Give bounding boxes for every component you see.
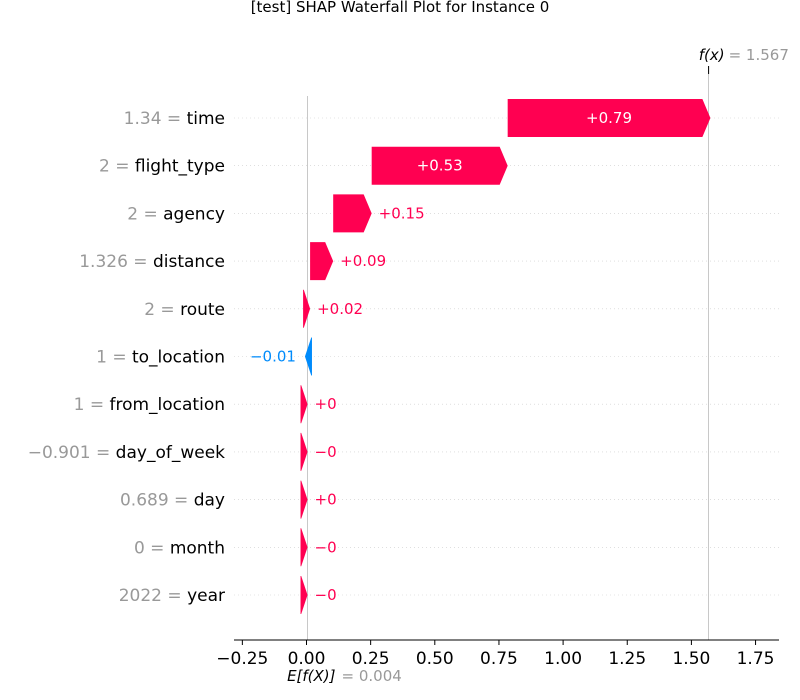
feature-value: 2 = bbox=[99, 157, 135, 177]
base-annotation: E[f(X)] = 0.004 bbox=[287, 667, 402, 685]
feature-value: 1 = bbox=[96, 348, 132, 368]
x-tick-label: 1.25 bbox=[608, 649, 646, 669]
base-label: E[f(X)] bbox=[287, 667, 336, 685]
feature-name: flight_type bbox=[135, 157, 225, 177]
feature-value: 1 = bbox=[74, 395, 110, 415]
fx-value: = 1.567 bbox=[729, 46, 789, 64]
feature-label: 2 = flight_type bbox=[99, 157, 225, 177]
waterfall-bar bbox=[310, 242, 334, 281]
x-tick-label: 1.75 bbox=[737, 649, 775, 669]
feature-value: 0 = bbox=[134, 538, 170, 558]
x-axis: −0.25 0.00 0.25 0.50 0.75 1.00 1.25 1.50 1.75 bbox=[216, 639, 779, 669]
chart-title: [test] SHAP Waterfall Plot for Instance … bbox=[251, 0, 550, 16]
feature-name: day_of_week bbox=[116, 443, 225, 463]
x-tick-label: 0.00 bbox=[288, 649, 326, 669]
feature-label: 2 = route bbox=[144, 300, 225, 320]
feature-label: 2 = agency bbox=[127, 204, 225, 224]
bar-value-label: −0 bbox=[315, 443, 337, 461]
feature-label: 0.689 = day bbox=[120, 491, 225, 511]
bars: +0.79 +0.53 +0.15 +0.09 +0.02 −0.01 +0 −0 +0 −0 −0 bbox=[250, 99, 711, 614]
feature-name: route bbox=[180, 300, 225, 320]
output-annotation: f(x) = 1.567 bbox=[699, 46, 789, 74]
feature-label: 2022 = year bbox=[119, 586, 225, 606]
feature-name: distance bbox=[153, 252, 225, 272]
feature-label: 1 = to_location bbox=[96, 348, 225, 368]
feature-value: 2 = bbox=[144, 300, 180, 320]
feature-name: agency bbox=[163, 204, 225, 224]
waterfall-bar bbox=[507, 99, 711, 137]
x-tick-label: 0.50 bbox=[416, 649, 454, 669]
feature-label: 0 = month bbox=[134, 538, 225, 558]
feature-value: −0.901 = bbox=[28, 443, 116, 463]
bar-value-label: +0.02 bbox=[317, 300, 363, 318]
bar-value-label: −0 bbox=[315, 586, 337, 604]
bar-value-label: +0.15 bbox=[379, 204, 425, 222]
feature-name: from_location bbox=[109, 395, 225, 415]
waterfall-bar bbox=[300, 480, 308, 519]
feature-name: to_location bbox=[132, 348, 225, 368]
feature-value: 1.326 = bbox=[79, 252, 153, 272]
feature-name: month bbox=[170, 538, 225, 558]
bar-value-label: +0 bbox=[315, 491, 337, 509]
feature-value: 2022 = bbox=[119, 586, 187, 606]
waterfall-bar bbox=[300, 528, 308, 567]
feature-label: −0.901 = day_of_week bbox=[28, 443, 225, 463]
waterfall-bar bbox=[300, 576, 308, 614]
feature-name: year bbox=[187, 586, 225, 606]
bar-value-label: −0.01 bbox=[250, 348, 296, 366]
feature-name: day bbox=[194, 491, 225, 511]
bar-value-label: +0.79 bbox=[586, 109, 632, 127]
feature-value: 1.34 = bbox=[124, 109, 187, 129]
fx-label: f(x) bbox=[699, 46, 725, 64]
bar-value-label: +0.53 bbox=[417, 157, 463, 175]
waterfall-bar bbox=[304, 337, 312, 376]
feature-label: 1 = from_location bbox=[74, 395, 225, 415]
waterfall-bar bbox=[371, 146, 508, 185]
bar-value-label: +0.09 bbox=[340, 252, 386, 270]
base-value: = 0.004 bbox=[342, 667, 402, 685]
x-tick-label: 1.00 bbox=[544, 649, 582, 669]
x-tick-label: 0.25 bbox=[352, 649, 390, 669]
waterfall-bar bbox=[300, 432, 308, 471]
x-tick-label: 0.75 bbox=[480, 649, 518, 669]
bar-value-label: +0 bbox=[315, 395, 337, 413]
feature-label: 1.34 = time bbox=[124, 109, 225, 129]
x-tick-label: −0.25 bbox=[216, 649, 268, 669]
waterfall-bar bbox=[333, 194, 372, 233]
feature-value: 0.689 = bbox=[120, 491, 194, 511]
bar-value-label: −0 bbox=[315, 538, 337, 556]
feature-value: 2 = bbox=[127, 204, 163, 224]
waterfall-bar bbox=[303, 289, 311, 328]
feature-name: time bbox=[187, 109, 225, 129]
waterfall-bar bbox=[300, 385, 308, 424]
feature-label: 1.326 = distance bbox=[79, 252, 225, 272]
x-tick-label: 1.50 bbox=[672, 649, 710, 669]
